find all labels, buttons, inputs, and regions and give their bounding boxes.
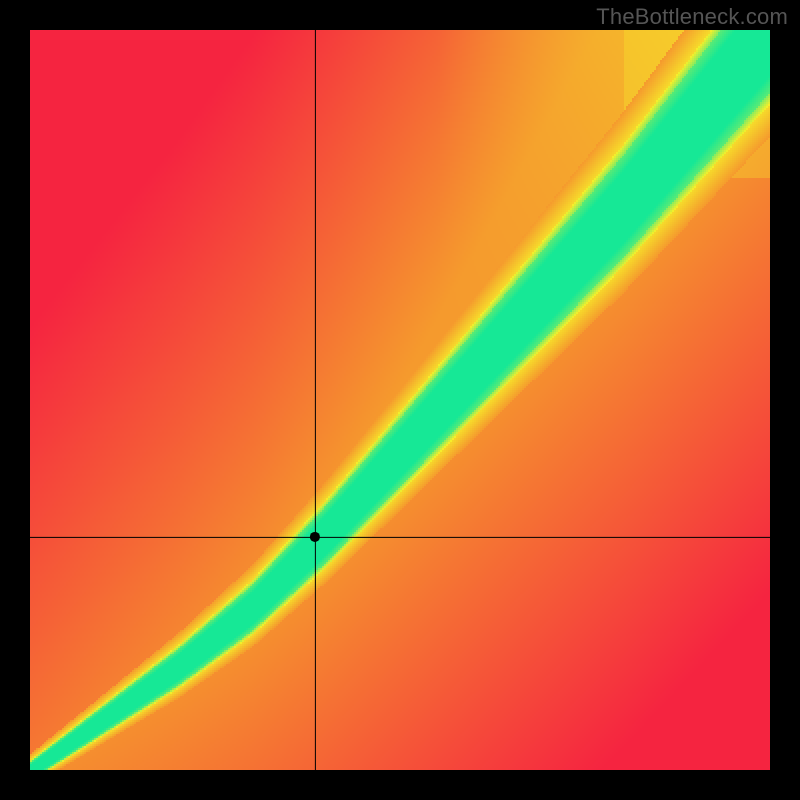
heatmap-canvas	[30, 30, 770, 770]
watermark-text: TheBottleneck.com	[596, 4, 788, 30]
chart-container: TheBottleneck.com	[0, 0, 800, 800]
heatmap-plot	[30, 30, 770, 770]
